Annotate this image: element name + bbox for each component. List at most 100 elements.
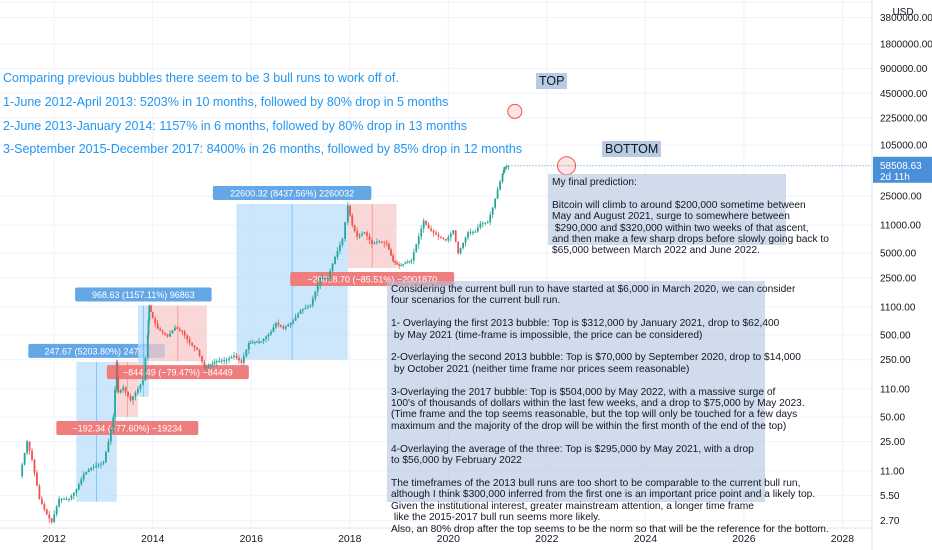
price-axis — [872, 0, 932, 550]
measure-label: −20018.70 (−85.51%) −2001870 — [307, 275, 437, 285]
candle-body — [272, 327, 275, 332]
candle-body — [464, 237, 467, 243]
candle-body — [95, 465, 97, 467]
candle-body — [346, 205, 349, 223]
candle-body — [504, 166, 506, 171]
candle-body — [156, 323, 159, 329]
candle-body — [148, 305, 151, 321]
candle-body — [65, 498, 68, 500]
measure-label: 22600.32 (8437.56%) 2260032 — [230, 188, 354, 198]
candle-body — [422, 220, 425, 229]
candle-body — [228, 358, 230, 360]
candle-body — [435, 232, 437, 235]
x-tick-label: 2014 — [141, 533, 165, 545]
candle-body — [254, 342, 256, 344]
candle-body — [484, 222, 487, 224]
candle-body — [33, 459, 36, 473]
candle-body — [198, 349, 201, 356]
candle-body — [169, 333, 171, 337]
candle-body — [427, 224, 430, 229]
candle-body — [28, 441, 31, 451]
candle-body — [82, 474, 85, 480]
candle-body — [26, 441, 28, 454]
candle-body — [87, 469, 90, 473]
candle-body — [129, 395, 132, 401]
candle-body — [467, 232, 469, 238]
candle-body — [247, 343, 250, 350]
candle-body — [209, 364, 212, 366]
candle-body — [144, 357, 147, 381]
candle-body — [349, 205, 351, 216]
candle-body — [378, 241, 381, 243]
candle-body — [479, 223, 482, 228]
candle-body — [112, 416, 115, 430]
candle-body — [341, 238, 344, 245]
candle-body — [267, 334, 270, 337]
measure-label-bg — [75, 287, 212, 302]
y-tick-label: 250.00 — [880, 355, 911, 366]
candle-body — [220, 360, 223, 362]
candle-body — [307, 306, 309, 308]
candle-body — [279, 324, 282, 327]
candle-body — [459, 248, 462, 254]
candle-body — [48, 514, 51, 519]
candle-body — [358, 235, 361, 237]
candle-body — [402, 264, 405, 266]
candle-body — [205, 366, 208, 368]
candle-body — [193, 345, 196, 348]
candle-body — [23, 453, 26, 465]
candle-body — [124, 387, 127, 392]
candle-body — [150, 305, 152, 312]
candle-body — [425, 220, 428, 225]
measure-label: −844.49 (−79.47%) −84449 — [123, 368, 233, 378]
candle-body — [316, 284, 319, 292]
candle-body — [161, 330, 164, 333]
candle-body — [122, 387, 125, 390]
candle-body — [417, 236, 420, 245]
candle-body — [420, 228, 423, 237]
candle-body — [260, 341, 263, 343]
candle-body — [277, 323, 280, 325]
candle-body — [472, 231, 474, 233]
candle-body — [230, 357, 233, 359]
candle-body — [173, 327, 176, 331]
candle-body — [304, 307, 307, 310]
candle-body — [375, 242, 378, 244]
candle-body — [292, 320, 295, 323]
y-tick-label: 5.50 — [880, 491, 900, 502]
bottom-marker — [557, 156, 577, 176]
annotation-line-2: 1-June 2012-April 2013: 5203% in 10 mont… — [3, 95, 449, 109]
candle-body — [90, 467, 93, 470]
candle-body — [398, 264, 400, 266]
candle-body — [211, 363, 214, 365]
top-label: TOP — [536, 73, 568, 89]
candle-body — [282, 326, 285, 329]
candle-body — [373, 243, 376, 245]
candle-body — [242, 356, 245, 363]
countdown-value: 2d 11h — [880, 172, 910, 183]
candle-body — [432, 230, 435, 233]
candle-body — [215, 361, 218, 363]
candle-body — [294, 317, 297, 321]
annotation-line-3: 2-June 2013-January 2014: 1157% in 6 mon… — [3, 119, 467, 133]
candle-body — [392, 255, 395, 262]
candle-body — [366, 232, 368, 237]
candle-body — [344, 222, 347, 239]
candle-body — [43, 504, 46, 510]
y-tick-label: 450000.00 — [880, 89, 928, 100]
last-price-value: 58508.63 — [880, 161, 922, 172]
candle-body — [437, 234, 440, 237]
y-tick-label: 225000.00 — [880, 113, 928, 124]
candle-body — [258, 341, 260, 343]
candle-body — [476, 227, 479, 232]
candle-body — [31, 450, 33, 460]
candle-body — [207, 365, 210, 367]
candle-body — [107, 441, 110, 452]
candle-body — [70, 495, 73, 499]
candle-body — [454, 230, 457, 242]
candle-body — [181, 330, 184, 332]
candle-body — [394, 261, 397, 263]
candle-body — [351, 215, 354, 226]
candle-body — [368, 236, 371, 241]
